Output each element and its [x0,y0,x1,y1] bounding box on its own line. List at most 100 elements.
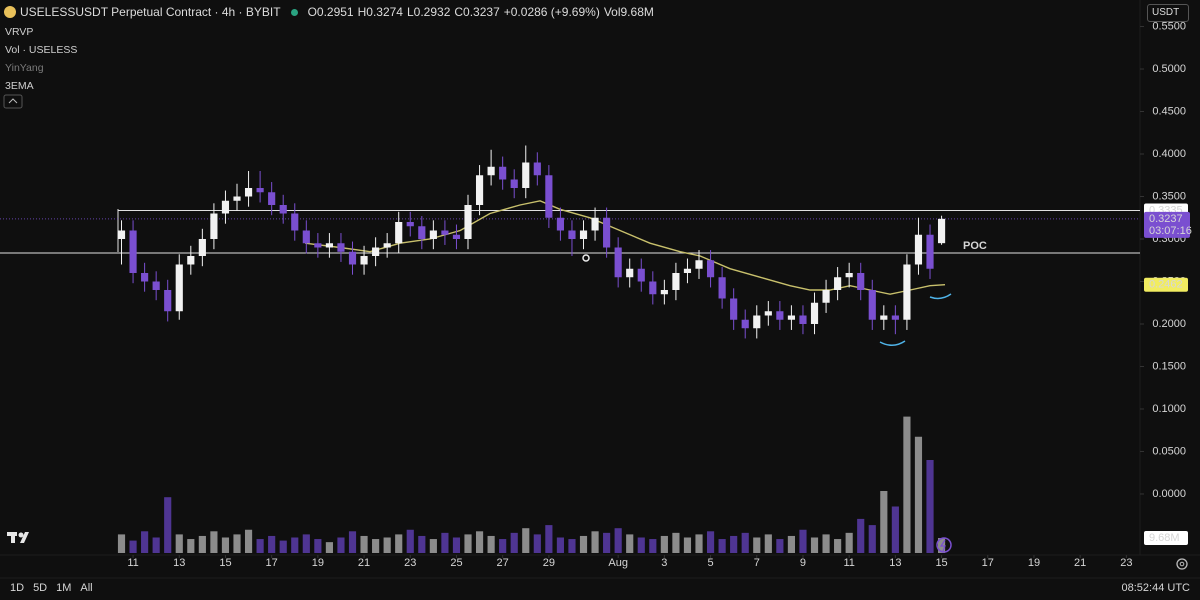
x-tick-label: 23 [1120,557,1132,569]
indicator[interactable]: 3EMA [5,80,34,92]
settings-icon[interactable] [1176,558,1188,570]
volume-tag [1144,530,1188,545]
x-tick-label: 11 [843,557,854,569]
volume-tag-label: 9.68M [1149,532,1180,544]
volume-bar [406,529,414,553]
symbol-title[interactable]: USELESSUSDT Perpetual Contract · 4h · BY… [20,5,281,19]
volume-bar [418,535,426,553]
volume-bar [730,535,738,553]
candle-body [776,311,784,320]
volume-bar [695,534,703,553]
x-tick-label: 15 [935,557,947,569]
candle-body [845,272,853,278]
range-button[interactable]: 5D [33,582,48,594]
volume-bar [914,436,923,553]
symbol-icon [4,6,16,18]
candle-body [418,226,426,239]
candle-body [695,260,703,269]
y-tick-label: 0.4000 [1152,148,1186,160]
x-tick-label: 19 [1028,557,1040,569]
range-button[interactable]: 1D [10,582,25,594]
volume-bar [187,539,195,553]
alert-icon-bolt [939,539,946,552]
drawing-arc [879,340,906,346]
currency-select[interactable]: USDT [1147,4,1189,22]
candle-body [383,243,391,248]
volume-bar [244,529,253,553]
volume-bar [614,528,622,553]
candle-body [753,315,761,329]
candle-body [637,268,645,282]
volume-bar [348,531,357,553]
volume-bar [441,532,449,553]
candle-body [210,213,218,239]
candle-body [233,196,241,201]
ema-tag [1144,277,1188,292]
volume-bar [637,537,645,553]
volume-bar [868,525,876,553]
candle-body [683,268,692,273]
candle-body [268,192,276,206]
indicator[interactable]: Vol · USELESS [5,44,78,56]
candle-body [730,298,738,320]
candle-body [660,289,668,295]
volume-bar [395,534,403,553]
volume-bar [741,532,749,553]
candle-body [579,230,588,239]
volume-bar [210,531,218,553]
candle-body [337,243,345,252]
status-dot [290,8,298,16]
x-tick-label: 21 [1074,557,1086,569]
candle-body [429,230,437,239]
ohlc-value: H0.3274 [357,5,403,19]
volume-bar [510,532,518,553]
volume-bar [291,537,299,553]
volume-bar [591,531,599,553]
candle-body [117,230,126,239]
candle-body [360,255,368,265]
candle-body [926,234,934,269]
candle-body [499,166,507,180]
x-tick-label: 17 [982,557,994,569]
indicator[interactable]: YinYang [5,62,44,74]
volume-bar [360,535,368,553]
volume-bar [499,539,507,553]
volume-bar [660,535,668,553]
y-tick-label: 0.3500 [1152,190,1186,202]
candle-body [834,277,842,290]
x-tick-label: 13 [889,557,901,569]
x-tick-label: 11 [127,557,138,569]
volume-bar [799,529,807,553]
volume-bar [718,539,726,553]
collapse-arrow [8,98,18,104]
volume-bar [314,539,322,553]
indicator[interactable]: VRVP [5,26,34,38]
volume-bar [152,537,160,553]
range-button[interactable]: All [80,582,93,594]
x-tick-label: 3 [661,557,667,569]
volume-bar [810,537,819,553]
candle-body [452,234,461,239]
volume-bar [834,539,842,553]
alert-icon[interactable] [936,537,952,553]
candle-body [395,222,403,244]
y-tick-label: 0.0000 [1152,488,1186,500]
candle-body [649,281,657,295]
range-button[interactable]: 1M [56,582,72,594]
x-tick-label: 17 [266,557,278,569]
countdown-label: 03:07:16 [1149,225,1192,237]
candle-body [533,162,541,176]
volume-bar [753,537,761,553]
collapse-button[interactable] [3,94,23,109]
candle-body [129,230,137,273]
volume-bar [568,539,576,553]
candle-body [914,234,923,265]
ohlc-change: +0.0286 (+9.69%) [503,5,600,19]
volume-bar [464,534,472,553]
volume-bar [487,535,495,553]
candle-body [475,175,484,206]
x-tick-label: 21 [358,557,370,569]
candle-body [603,217,611,248]
